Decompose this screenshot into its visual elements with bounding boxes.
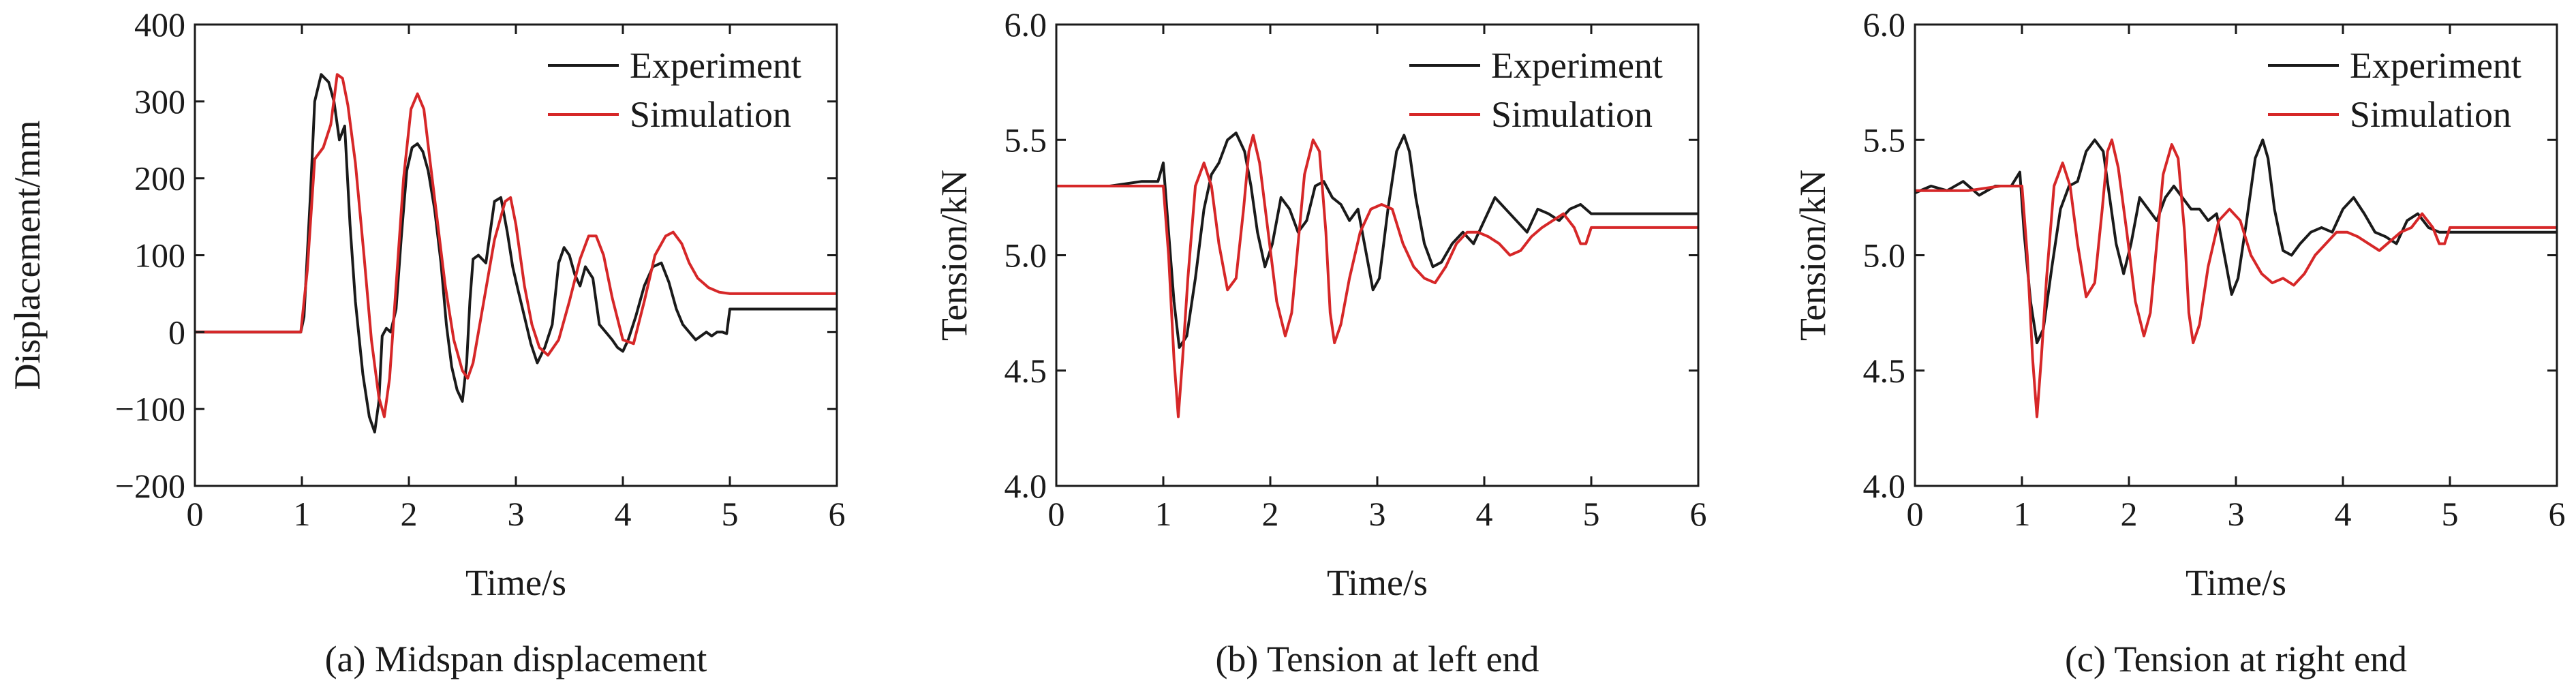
y-tick-label: 5.0 [1005,236,1047,275]
y-tick-label: 400 [134,5,185,44]
x-tick-label: 6 [829,495,846,533]
y-axis-title: Displacement/mm [7,121,48,391]
y-tick-label: −100 [115,390,185,428]
x-axis-title: Time/s [1327,562,1428,603]
panel-tension-right-end: 0 1 2 3 4 5 6 4.0 4.5 5.0 5.5 6.0 Time/s Tension/kN Ex… [1792,5,2566,679]
x-tick-label: 1 [1155,495,1172,533]
series-line-experiment [1915,138,2557,345]
y-tick-label: −200 [115,467,185,505]
x-axis-title: Time/s [2186,562,2286,603]
panel-caption: (b) Tension at left end [1215,639,1539,679]
x-tick-label: 2 [401,495,418,533]
x-tick-label: 3 [1369,495,1386,533]
x-tick-label: 0 [1907,495,1924,533]
series-line-simulation [195,73,837,418]
series-line-experiment [1056,132,1698,349]
y-tick-label: 5.0 [1863,236,1906,275]
x-tick-label: 4 [615,495,632,533]
panel-caption: (c) Tension at right end [2065,639,2407,679]
series-line-simulation [1915,138,2557,418]
x-tick-label: 4 [2335,495,2352,533]
y-tick-label: 100 [134,236,185,275]
y-tick-label: 4.5 [1005,352,1047,390]
y-axis-title: Tension/kN [934,170,975,341]
x-tick-label: 0 [187,495,204,533]
x-tick-label: 0 [1048,495,1065,533]
y-tick-label: 0 [168,313,185,351]
legend-label-experiment: Experiment [630,45,801,86]
y-tick-label: 300 [134,82,185,121]
panel-midspan-displacement: 0 1 2 3 4 5 6 −200 −100 0 100 200 300 400 Time/s Displa… [7,5,846,679]
x-tick-label: 2 [1262,495,1279,533]
y-tick-label: 6.0 [1863,5,1906,44]
x-axis-title: Time/s [465,562,566,603]
x-tick-label: 6 [1690,495,1707,533]
legend-label-simulation: Simulation [630,94,791,135]
x-tick-label: 5 [2442,495,2459,533]
y-tick-label: 5.5 [1005,121,1047,159]
x-tick-label: 2 [2121,495,2138,533]
y-tick-label: 4.0 [1863,467,1906,505]
legend-label-simulation: Simulation [1491,94,1653,135]
x-tick-label: 1 [294,495,311,533]
y-tick-label: 4.5 [1863,352,1906,390]
series-line-experiment [195,73,837,433]
x-tick-label: 3 [2228,495,2245,533]
x-tick-label: 3 [508,495,525,533]
y-tick-label: 6.0 [1005,5,1047,44]
y-tick-label: 4.0 [1005,467,1047,505]
x-tick-label: 5 [722,495,739,533]
panel-tension-left-end: 0 1 2 3 4 5 6 4.0 4.5 5.0 5.5 6.0 Time/s Tension/kN Ex… [934,5,1707,679]
y-tick-label: 5.5 [1863,121,1906,159]
legend-label-experiment: Experiment [2350,45,2521,86]
panel-caption: (a) Midspan displacement [325,639,707,679]
legend-label-simulation: Simulation [2350,94,2511,135]
x-tick-label: 1 [2014,495,2031,533]
legend-label-experiment: Experiment [1491,45,1663,86]
x-tick-label: 6 [2549,495,2566,533]
y-axis-title: Tension/kN [1792,170,1833,341]
x-tick-label: 5 [1583,495,1600,533]
series-line-simulation [1056,134,1698,418]
y-tick-label: 200 [134,159,185,198]
x-tick-label: 4 [1476,495,1493,533]
